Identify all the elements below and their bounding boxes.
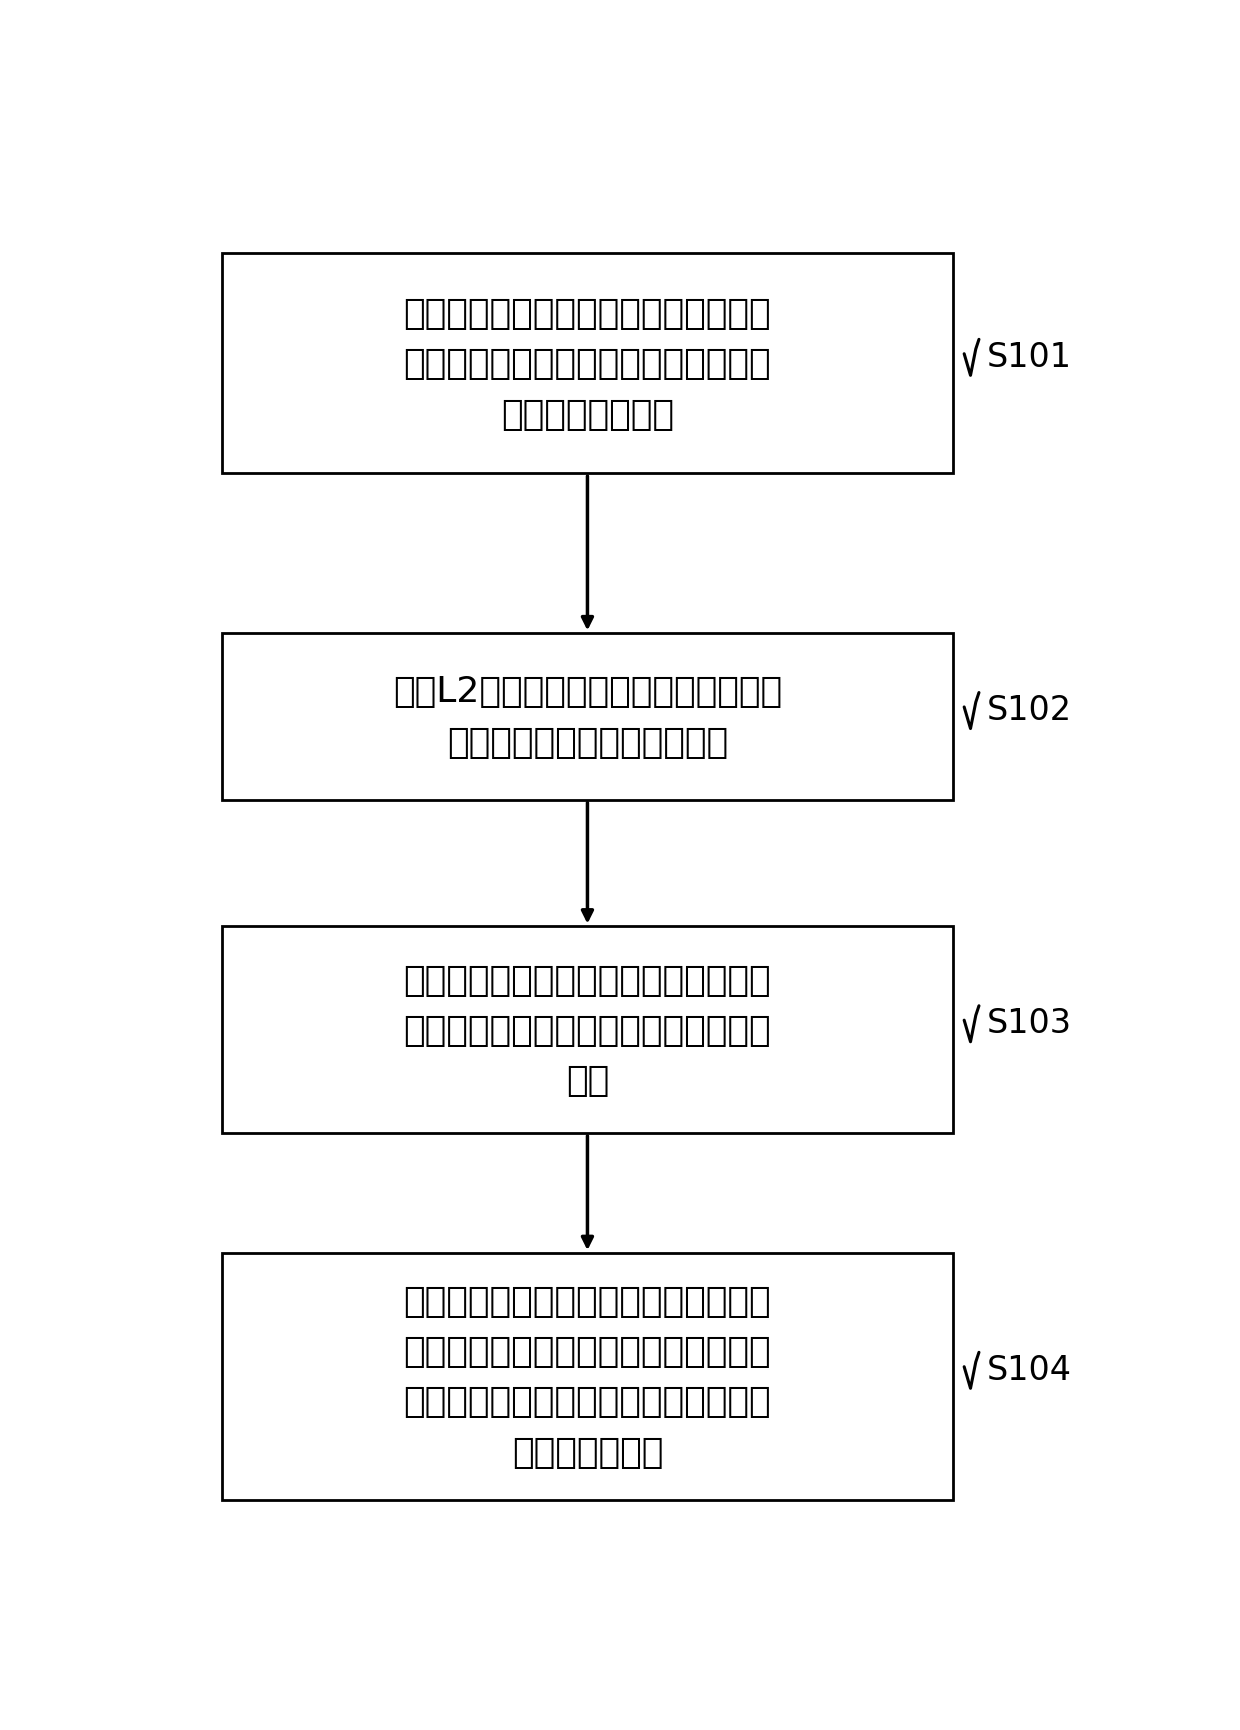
Bar <box>222 1253 952 1500</box>
Bar <box>222 254 952 474</box>
Bar <box>222 927 952 1133</box>
Text: S103: S103 <box>987 1007 1071 1040</box>
Text: 利用L2范数正则项对自回归滑动平均系
统的加性输出噪声进行建模。: 利用L2范数正则项对自回归滑动平均系 统的加性输出噪声进行建模。 <box>393 675 782 759</box>
Text: S101: S101 <box>987 341 1071 374</box>
Text: S104: S104 <box>987 1353 1071 1386</box>
Text: 利用正则化最小二乘法对自回归滑动平
均系统的状态值和输出噪声进行同时估
计。: 利用正则化最小二乘法对自回归滑动平 均系统的状态值和输出噪声进行同时估 计。 <box>404 964 771 1097</box>
Text: 将估计残差的样本方差与实际系统噪声
的方差两者之间误差最小化时所对应的
正则化参数作为自回归滑动平均系统的
最佳正则化参数: 将估计残差的样本方差与实际系统噪声 的方差两者之间误差最小化时所对应的 正则化参… <box>404 1284 771 1469</box>
Bar <box>222 633 952 801</box>
Text: 对预先设定应用背景为带有加性输出噪
声和控制变量的自回归滑动平均系统进
行状态空间实现。: 对预先设定应用背景为带有加性输出噪 声和控制变量的自回归滑动平均系统进 行状态空… <box>404 298 771 431</box>
Text: S102: S102 <box>987 694 1071 727</box>
